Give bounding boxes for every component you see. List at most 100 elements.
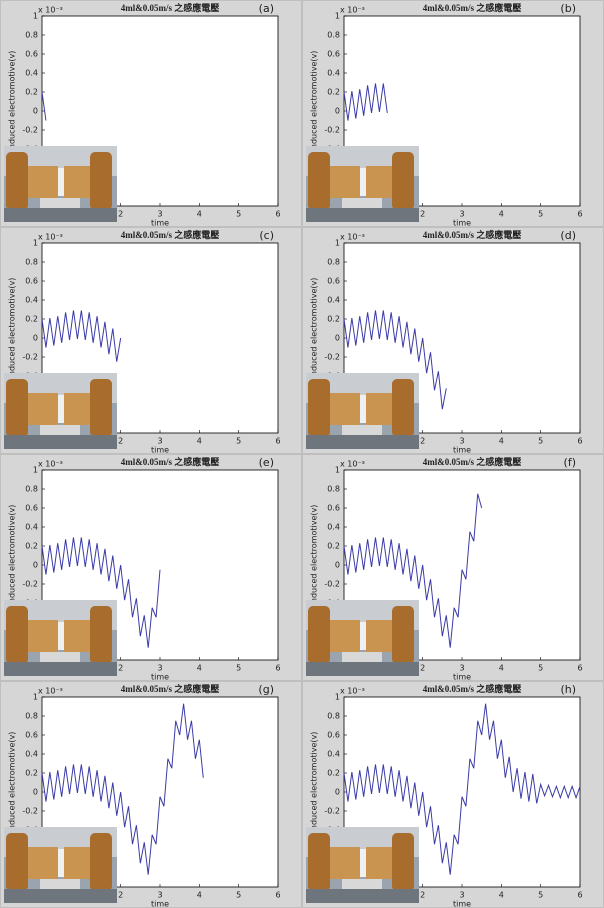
x-tick-label: 3 (157, 664, 162, 673)
y-tick-label: 0.6 (327, 277, 340, 286)
chart-title: 4ml&0.05m/s 之感應電壓 (121, 683, 220, 694)
x-tick-label: 2 (118, 891, 123, 900)
figure: -1-0.8-0.6-0.4-0.200.20.40.60.810123456t… (0, 0, 604, 908)
coil-left (308, 152, 330, 210)
gap (360, 395, 366, 423)
y-tick-label: 0.8 (25, 258, 38, 267)
y-tick-label: 0 (33, 561, 38, 570)
y-tick-label: 0.2 (25, 315, 38, 324)
photo (4, 146, 117, 222)
base (4, 889, 117, 903)
panel-label: (c) (259, 229, 274, 242)
tube-left (28, 393, 58, 425)
y-tick-label: 0.8 (327, 712, 340, 721)
y-tick-label: -0.2 (22, 126, 38, 135)
x-tick-label: 6 (577, 891, 582, 900)
y-multiplier: x 10⁻³ (340, 233, 365, 242)
base (306, 435, 419, 449)
gap (58, 395, 64, 423)
y-tick-label: 0.4 (327, 750, 340, 759)
y-tick-label: 0.8 (327, 485, 340, 494)
coil-right (392, 833, 414, 891)
coil-left (308, 379, 330, 437)
gap (360, 168, 366, 196)
photo (4, 373, 117, 449)
y-tick-label: -0.2 (324, 126, 340, 135)
chart-title: 4ml&0.05m/s 之感應電壓 (423, 683, 522, 694)
y-tick-label: 0 (335, 107, 340, 116)
y-tick-label: 0 (335, 788, 340, 797)
y-tick-label: 0.8 (25, 485, 38, 494)
x-tick-label: 6 (577, 664, 582, 673)
chart-title: 4ml&0.05m/s 之感應電壓 (121, 456, 220, 467)
x-tick-label: 3 (459, 210, 464, 219)
coil-left (6, 606, 28, 664)
y-tick-label: 0.8 (25, 712, 38, 721)
y-multiplier: x 10⁻³ (38, 6, 63, 15)
x-axis-label: time (453, 446, 471, 455)
x-axis-label: time (453, 900, 471, 908)
y-tick-label: 0 (335, 334, 340, 343)
coil-right (90, 152, 112, 210)
tube-left (28, 847, 58, 879)
x-tick-label: 4 (499, 437, 504, 446)
y-tick-label: 0 (33, 107, 38, 116)
x-tick-label: 4 (499, 891, 504, 900)
y-multiplier: x 10⁻³ (38, 687, 63, 696)
panel: -1-0.8-0.6-0.4-0.200.20.40.60.810123456t… (1, 1, 301, 228)
x-tick-label: 3 (459, 664, 464, 673)
x-tick-label: 3 (157, 891, 162, 900)
tube-left (28, 166, 58, 198)
tube-left (330, 620, 360, 652)
chart-title: 4ml&0.05m/s 之感應電壓 (121, 2, 220, 13)
x-axis-label: time (453, 219, 471, 228)
y-tick-label: 0.2 (25, 542, 38, 551)
x-tick-label: 4 (197, 210, 202, 219)
gap (58, 168, 64, 196)
panel: -1-0.8-0.6-0.4-0.200.20.40.60.810123456t… (1, 455, 301, 682)
gap (360, 622, 366, 650)
tube-left (330, 166, 360, 198)
tube-right (366, 393, 392, 425)
y-tick-label: -0.2 (324, 807, 340, 816)
y-tick-label: -0.2 (324, 353, 340, 362)
y-tick-label: 0.6 (327, 731, 340, 740)
x-tick-label: 6 (275, 210, 280, 219)
y-multiplier: x 10⁻³ (340, 460, 365, 469)
y-tick-label: 0.6 (25, 50, 38, 59)
gap (58, 849, 64, 877)
tube-right (366, 847, 392, 879)
y-tick-label: -0.2 (22, 353, 38, 362)
x-tick-label: 2 (118, 437, 123, 446)
y-tick-label: 0.8 (327, 31, 340, 40)
x-axis-label: time (151, 219, 169, 228)
panel-label: (h) (560, 683, 576, 696)
y-tick-label: 0.6 (327, 50, 340, 59)
base (4, 208, 117, 222)
x-tick-label: 4 (197, 437, 202, 446)
tube-right (64, 166, 90, 198)
x-tick-label: 5 (236, 891, 241, 900)
y-multiplier: x 10⁻³ (340, 6, 365, 15)
x-tick-label: 6 (577, 437, 582, 446)
y-tick-label: 0.2 (327, 315, 340, 324)
y-tick-label: 0 (33, 788, 38, 797)
x-tick-label: 3 (157, 210, 162, 219)
x-axis-label: time (151, 673, 169, 682)
y-tick-label: 0 (335, 561, 340, 570)
y-tick-label: 0.6 (25, 504, 38, 513)
gap (58, 622, 64, 650)
coil-left (6, 152, 28, 210)
panel: -1-0.8-0.6-0.4-0.200.20.40.60.810123456t… (303, 1, 603, 228)
x-tick-label: 5 (538, 210, 543, 219)
y-tick-label: 0.2 (327, 542, 340, 551)
y-tick-label: 0.2 (25, 769, 38, 778)
photo (306, 373, 419, 449)
panel: -1-0.8-0.6-0.4-0.200.20.40.60.810123456t… (1, 228, 301, 455)
coil-right (392, 152, 414, 210)
y-axis-label: induced electromotive(v) (310, 732, 319, 833)
coil-left (6, 379, 28, 437)
y-tick-label: 0.6 (25, 277, 38, 286)
y-tick-label: 0.8 (327, 258, 340, 267)
x-tick-label: 4 (499, 664, 504, 673)
